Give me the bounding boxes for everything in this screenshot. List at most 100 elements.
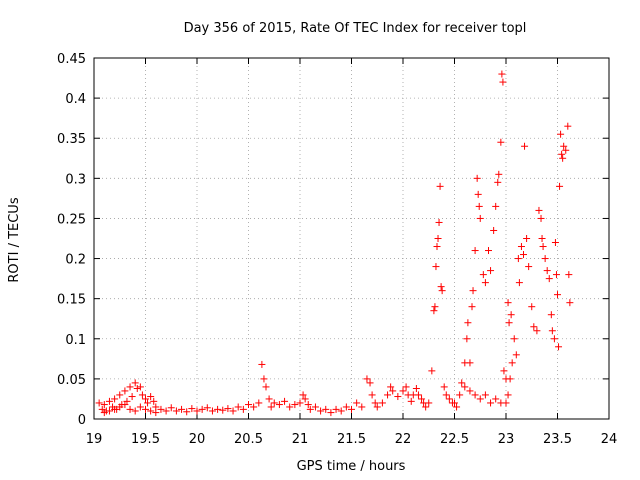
data-point — [116, 391, 124, 399]
y-tick-label: 0.1 — [65, 333, 86, 348]
data-point — [337, 407, 345, 415]
data-point — [208, 407, 216, 415]
data-point — [456, 391, 464, 399]
data-point — [260, 375, 268, 383]
data-point — [100, 409, 108, 417]
data-point — [270, 399, 278, 407]
data-point — [353, 399, 361, 407]
data-point — [157, 405, 165, 413]
data-point — [497, 138, 505, 146]
data-point — [500, 367, 508, 375]
x-tick-label: 20.5 — [234, 432, 263, 447]
data-point — [533, 327, 541, 335]
data-point — [162, 407, 170, 415]
data-point — [430, 307, 438, 315]
data-point — [203, 404, 211, 412]
data-point — [463, 335, 471, 343]
data-point — [105, 407, 113, 415]
data-point — [126, 405, 134, 413]
data-point — [311, 403, 319, 411]
data-point — [437, 283, 445, 291]
data-point — [504, 299, 512, 307]
data-point — [188, 405, 196, 413]
data-point — [562, 146, 570, 154]
data-point — [384, 391, 392, 399]
data-point — [234, 403, 242, 411]
data-point — [548, 327, 556, 335]
data-point — [152, 409, 160, 417]
x-tick-label: 22.5 — [440, 432, 469, 447]
data-point — [565, 271, 573, 279]
data-point — [438, 287, 446, 295]
data-point — [142, 395, 149, 403]
data-point — [348, 405, 355, 413]
data-point — [521, 142, 529, 150]
data-point — [275, 401, 283, 409]
data-point — [539, 243, 547, 251]
data-point — [479, 271, 487, 279]
y-tick-labels: 0 0.05 0.1 0.15 0.2 0.25 0.3 0.35 0.4 0.45 — [57, 52, 86, 428]
data-point — [291, 401, 299, 409]
data-point — [414, 391, 422, 399]
data-point — [506, 375, 514, 383]
data-point — [530, 323, 538, 331]
data-point — [543, 267, 551, 275]
data-point — [520, 251, 528, 259]
data-point — [451, 399, 458, 407]
data-point — [434, 235, 442, 242]
y-tick-label: 0.15 — [57, 293, 86, 308]
x-tick-label: 22 — [395, 432, 412, 447]
data-point — [498, 70, 506, 78]
data-point — [111, 395, 119, 403]
axis-ticks — [93, 57, 610, 420]
data-point — [512, 351, 520, 359]
data-point — [301, 395, 309, 403]
data-point — [142, 405, 149, 413]
data-point — [554, 291, 561, 299]
y-axis-label: ROTI / TECUs — [7, 197, 22, 282]
data-point — [121, 387, 129, 395]
x-axis-label: GPS time / hours — [297, 459, 406, 474]
data-point — [255, 399, 263, 407]
data-point — [371, 399, 379, 407]
y-tick-label: 0 — [78, 413, 86, 428]
data-point — [121, 401, 129, 409]
data-point — [147, 407, 155, 415]
data-point — [219, 406, 227, 414]
data-point — [566, 299, 574, 307]
grid — [94, 58, 609, 419]
data-point — [373, 403, 381, 411]
data-point — [167, 404, 175, 412]
data-point — [558, 150, 566, 158]
data-point — [368, 391, 376, 399]
data-point — [475, 202, 483, 210]
y-tick-label: 0.05 — [57, 373, 86, 388]
x-tick-label: 21 — [292, 432, 309, 447]
data-point — [458, 379, 466, 387]
data-point — [487, 267, 495, 275]
data-point — [342, 403, 350, 411]
data-point — [387, 383, 395, 391]
y-tick-label: 0.35 — [57, 132, 86, 147]
data-point — [147, 393, 155, 401]
data-point — [555, 343, 563, 351]
data-point — [214, 405, 222, 413]
data-point — [474, 190, 482, 198]
data-point — [95, 399, 103, 407]
data-point — [366, 379, 374, 387]
data-point — [250, 403, 258, 411]
data-point — [389, 387, 397, 395]
data-point — [126, 383, 134, 391]
data-point — [556, 182, 564, 190]
data-point — [133, 385, 141, 393]
data-point — [402, 383, 410, 391]
data-point — [464, 319, 472, 327]
data-point — [552, 271, 560, 279]
data-point — [394, 393, 402, 401]
data-point — [322, 405, 330, 413]
data-point — [510, 335, 518, 343]
data-point — [358, 403, 366, 411]
data-points — [95, 70, 574, 417]
data-point — [505, 319, 513, 327]
data-point — [229, 407, 237, 415]
